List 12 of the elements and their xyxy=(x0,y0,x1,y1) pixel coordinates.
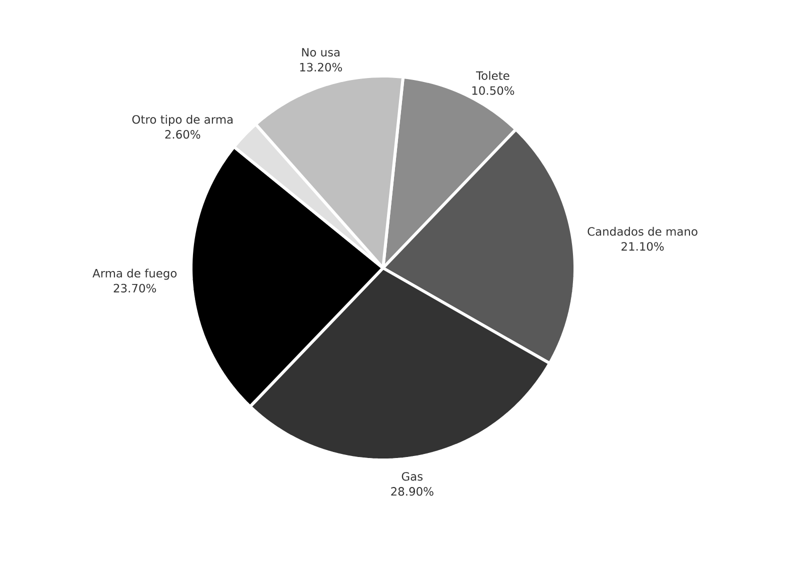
slice-label: Arma de fuego xyxy=(92,268,177,280)
slice-label: Candados de mano xyxy=(588,226,698,236)
slice-label: Otro tipo de arma xyxy=(132,114,233,126)
data-label: 21.10% xyxy=(622,242,664,251)
data-label: 13.20% xyxy=(300,62,342,72)
slice-label: Tolete xyxy=(476,71,510,80)
slice-label: Gas xyxy=(402,472,423,481)
data-label: 10.50% xyxy=(472,86,514,95)
data-label: 2.60% xyxy=(165,130,200,139)
data-label: 23.70% xyxy=(114,284,156,292)
slice-label: No usa xyxy=(302,48,340,57)
data-label: 28.90% xyxy=(391,487,434,496)
